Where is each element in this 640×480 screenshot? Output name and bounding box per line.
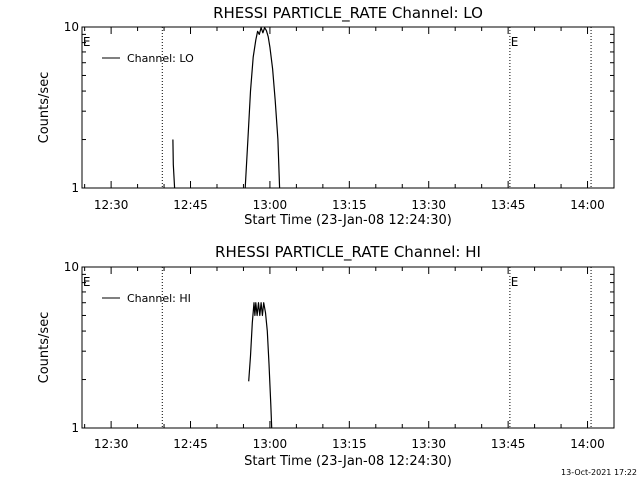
x-tick-label: 12:45 bbox=[173, 198, 208, 212]
series-line-segment bbox=[248, 302, 273, 429]
y-tick-label: 1 bbox=[71, 181, 79, 195]
x-tick-label: 13:15 bbox=[332, 437, 367, 451]
event-marker-label: E bbox=[83, 35, 91, 49]
x-tick-label: 14:00 bbox=[570, 437, 605, 451]
x-tick-label: 12:30 bbox=[94, 437, 129, 451]
plot-frame bbox=[81, 266, 615, 429]
x-axis-label: Start Time (23-Jan-08 12:24:30) bbox=[244, 454, 452, 469]
y-axis-label: Counts/sec bbox=[37, 72, 52, 144]
chart-panel-hi: RHESSI PARTICLE_RATE Channel: HI 12:30 12:… bbox=[37, 243, 615, 469]
x-tick-label: 14:00 bbox=[570, 198, 605, 212]
chart-title: RHESSI PARTICLE_RATE Channel: LO bbox=[213, 4, 483, 23]
plot-frame bbox=[81, 26, 615, 189]
y-tick-label: 1 bbox=[71, 421, 79, 435]
x-tick-label: 13:45 bbox=[491, 198, 526, 212]
x-tick-label: 13:45 bbox=[491, 437, 526, 451]
event-marker-label: E bbox=[511, 35, 519, 49]
series-line-segment bbox=[244, 27, 281, 189]
x-tick-label: 13:30 bbox=[411, 437, 446, 451]
series-line-segment bbox=[172, 139, 176, 189]
event-marker-label: E bbox=[511, 275, 519, 289]
x-tick-label: 13:00 bbox=[253, 437, 288, 451]
legend-label: Channel: HI bbox=[127, 292, 191, 305]
generation-timestamp: 13-Oct-2021 17:22 bbox=[561, 468, 637, 477]
y-tick-label: 10 bbox=[64, 260, 79, 274]
y-axis-label: Counts/sec bbox=[37, 312, 52, 384]
x-tick-label: 13:00 bbox=[253, 198, 288, 212]
legend-label: Channel: LO bbox=[127, 52, 194, 65]
x-tick-label: 13:30 bbox=[411, 198, 446, 212]
y-tick-label: 10 bbox=[64, 20, 79, 34]
x-tick-label: 12:45 bbox=[173, 437, 208, 451]
event-marker-label: E bbox=[83, 275, 91, 289]
chart-panel-lo: RHESSI PARTICLE_RATE Channel: LO 12:30 12:… bbox=[37, 4, 615, 228]
x-tick-label: 13:15 bbox=[332, 198, 367, 212]
x-axis-label: Start Time (23-Jan-08 12:24:30) bbox=[244, 213, 452, 228]
x-tick-label: 12:30 bbox=[94, 198, 129, 212]
chart-title: RHESSI PARTICLE_RATE Channel: HI bbox=[215, 243, 481, 262]
